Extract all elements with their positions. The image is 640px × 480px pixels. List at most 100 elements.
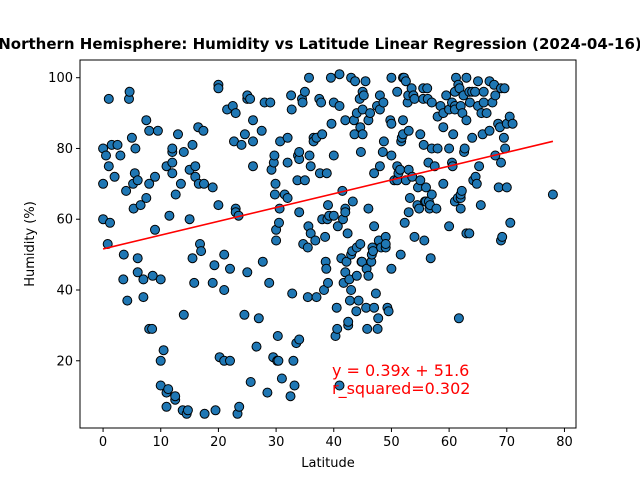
data-point <box>282 193 293 203</box>
data-point <box>175 178 186 189</box>
data-point <box>344 295 355 306</box>
data-point <box>478 97 489 108</box>
data-point <box>184 214 195 225</box>
data-point <box>368 246 378 257</box>
data-point <box>362 323 373 334</box>
data-point <box>253 313 264 324</box>
data-point <box>141 115 152 126</box>
y-tick-label: 20 <box>56 354 73 369</box>
data-point <box>499 83 510 94</box>
data-point <box>321 263 332 274</box>
data-point <box>370 288 381 299</box>
data-point <box>167 168 178 179</box>
data-point <box>326 118 337 129</box>
data-point <box>236 139 247 150</box>
r-squared-label: r_squared=0.302 <box>332 379 470 399</box>
data-point <box>321 168 332 179</box>
regression-equation: y = 0.39x + 51.6 <box>332 361 469 380</box>
regression-line <box>102 140 554 250</box>
x-tick-label: 30 <box>268 435 285 450</box>
data-point <box>248 161 258 172</box>
data-point <box>273 355 284 366</box>
data-point <box>121 185 132 196</box>
data-point <box>141 193 152 203</box>
data-point <box>332 221 343 232</box>
data-point <box>286 90 297 101</box>
data-point <box>310 235 321 246</box>
data-point <box>373 313 384 324</box>
y-axis-label: Humidity (%) <box>23 201 38 287</box>
data-point <box>305 228 316 239</box>
x-axis-ticks: 0 10 20 30 40 50 60 70 80 <box>99 428 573 450</box>
data-point <box>210 405 221 416</box>
data-point <box>304 150 315 161</box>
data-point <box>207 182 218 193</box>
data-point <box>426 97 437 108</box>
data-point <box>378 136 389 147</box>
data-point <box>357 129 368 140</box>
data-point <box>377 147 388 157</box>
y-tick-label: 40 <box>56 284 73 299</box>
data-point <box>351 270 362 281</box>
data-point <box>386 118 397 129</box>
x-tick-label: 40 <box>325 435 342 450</box>
data-point <box>285 391 296 402</box>
x-tick-label: 0 <box>99 435 107 450</box>
data-point <box>470 86 481 97</box>
data-point <box>257 256 268 267</box>
data-point <box>101 150 111 161</box>
data-point <box>132 253 143 264</box>
data-point <box>213 83 224 94</box>
data-point <box>242 267 253 278</box>
data-point <box>441 90 452 101</box>
data-point <box>363 203 374 214</box>
scatter-points <box>98 69 558 419</box>
data-point <box>474 161 485 172</box>
data-point <box>269 189 280 200</box>
data-point <box>455 203 466 214</box>
data-point <box>444 221 455 232</box>
data-point <box>320 231 331 242</box>
data-point <box>353 295 364 306</box>
data-point <box>325 72 336 83</box>
data-point <box>299 86 310 97</box>
data-point <box>173 129 183 140</box>
data-point <box>399 217 410 228</box>
data-point <box>239 129 250 140</box>
data-point <box>334 101 345 111</box>
data-point <box>328 210 339 221</box>
data-point <box>374 161 385 172</box>
data-point <box>334 69 345 80</box>
data-point <box>334 380 345 391</box>
data-point <box>496 157 506 168</box>
data-point <box>342 228 353 239</box>
data-point <box>105 217 115 228</box>
data-point <box>467 132 478 143</box>
data-point <box>270 178 281 189</box>
data-point <box>213 200 224 211</box>
data-point <box>207 277 218 288</box>
data-point <box>234 401 245 412</box>
data-point <box>150 171 160 182</box>
data-point <box>444 143 455 154</box>
data-point <box>415 175 426 186</box>
data-point <box>286 104 297 115</box>
data-point <box>248 136 258 147</box>
data-point <box>170 189 181 200</box>
data-point <box>199 408 210 419</box>
data-point <box>282 157 293 168</box>
data-point <box>355 147 366 157</box>
data-point <box>360 76 371 87</box>
data-point <box>198 125 209 136</box>
data-point <box>161 401 172 412</box>
data-point <box>274 217 284 228</box>
data-point <box>378 97 389 108</box>
data-point <box>302 242 313 253</box>
data-point <box>230 108 241 119</box>
data-point <box>478 86 489 97</box>
data-point <box>386 150 397 161</box>
data-point <box>265 97 276 108</box>
data-point <box>155 355 166 366</box>
data-point <box>272 331 283 341</box>
